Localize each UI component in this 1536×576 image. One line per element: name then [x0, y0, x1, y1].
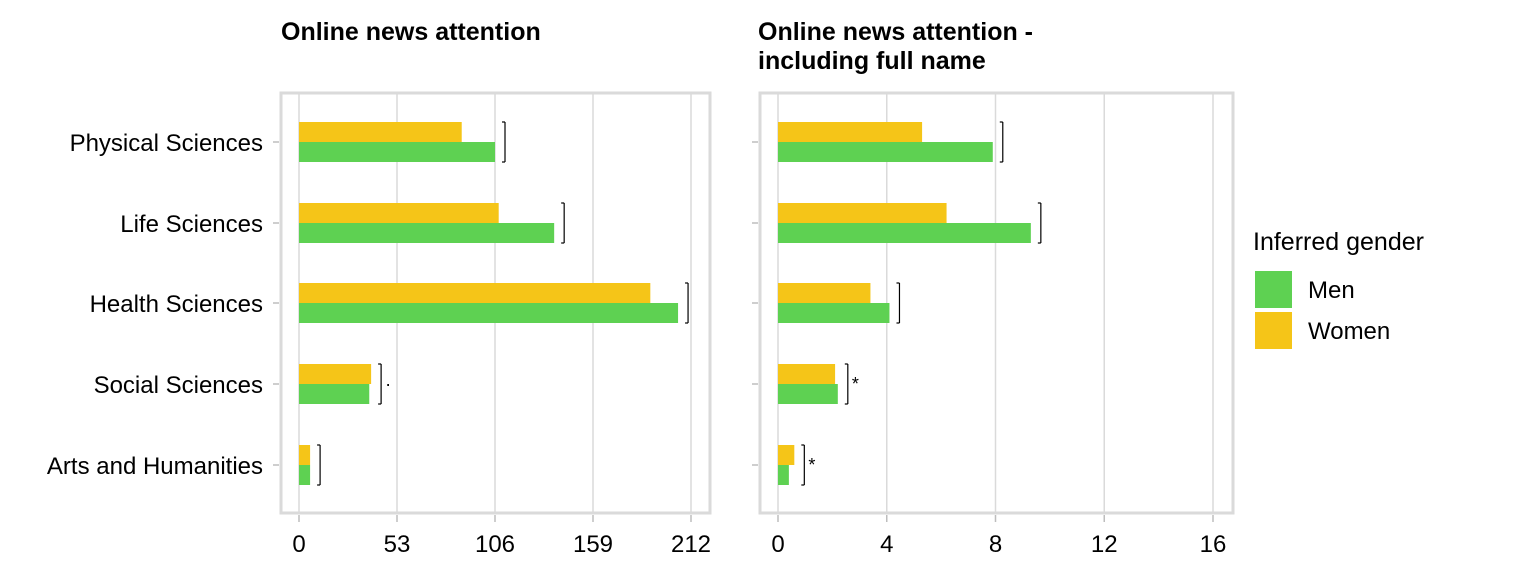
- bar-men: [778, 303, 890, 323]
- bar-men: [299, 223, 555, 243]
- bar-men: [299, 465, 311, 485]
- bar-men: [299, 142, 495, 162]
- category-label: Physical Sciences: [70, 130, 263, 157]
- x-tick-label: 0: [292, 531, 305, 558]
- bar-women: [778, 445, 795, 465]
- panel-border: [758, 91, 1235, 515]
- bar-women: [778, 364, 836, 384]
- x-tick-label: 106: [475, 531, 515, 558]
- x-tick-label: 212: [671, 531, 711, 558]
- bar-women: [778, 283, 871, 303]
- bar-women: [299, 364, 372, 384]
- bar-women: [299, 445, 311, 465]
- category-label: Social Sciences: [94, 372, 263, 399]
- bar-men: [299, 303, 679, 323]
- category-label: Life Sciences: [120, 211, 263, 238]
- bar-women: [778, 203, 947, 223]
- significance-label: *: [808, 455, 815, 475]
- x-tick-label: 53: [384, 531, 411, 558]
- legend-swatch: [1255, 271, 1292, 308]
- x-tick-label: 4: [880, 531, 893, 558]
- x-tick-label: 8: [989, 531, 1002, 558]
- x-tick-label: 16: [1200, 531, 1227, 558]
- category-label: Arts and Humanities: [47, 453, 263, 480]
- bar-men: [778, 142, 993, 162]
- legend-swatch: [1255, 312, 1292, 349]
- bar-women: [299, 122, 462, 142]
- legend-label: Women: [1308, 318, 1390, 345]
- bar-women: [299, 203, 499, 223]
- category-label: Health Sciences: [90, 291, 263, 318]
- bar-men: [778, 384, 838, 404]
- x-tick-label: 12: [1091, 531, 1118, 558]
- legend-title: Inferred gender: [1253, 228, 1424, 256]
- panel-title: including full name: [758, 47, 986, 75]
- x-tick-label: 159: [573, 531, 613, 558]
- bar-men: [778, 465, 789, 485]
- bar-men: [778, 223, 1031, 243]
- panel-border: [279, 91, 712, 515]
- panel-title: Online news attention -: [758, 18, 1033, 46]
- panel-title: Online news attention: [281, 18, 541, 46]
- bar-women: [778, 122, 923, 142]
- significance-label: *: [852, 374, 859, 394]
- bar-men: [299, 384, 370, 404]
- bar-women: [299, 283, 651, 303]
- significance-label: ·: [385, 374, 391, 394]
- x-tick-label: 0: [771, 531, 784, 558]
- legend-label: Men: [1308, 277, 1355, 304]
